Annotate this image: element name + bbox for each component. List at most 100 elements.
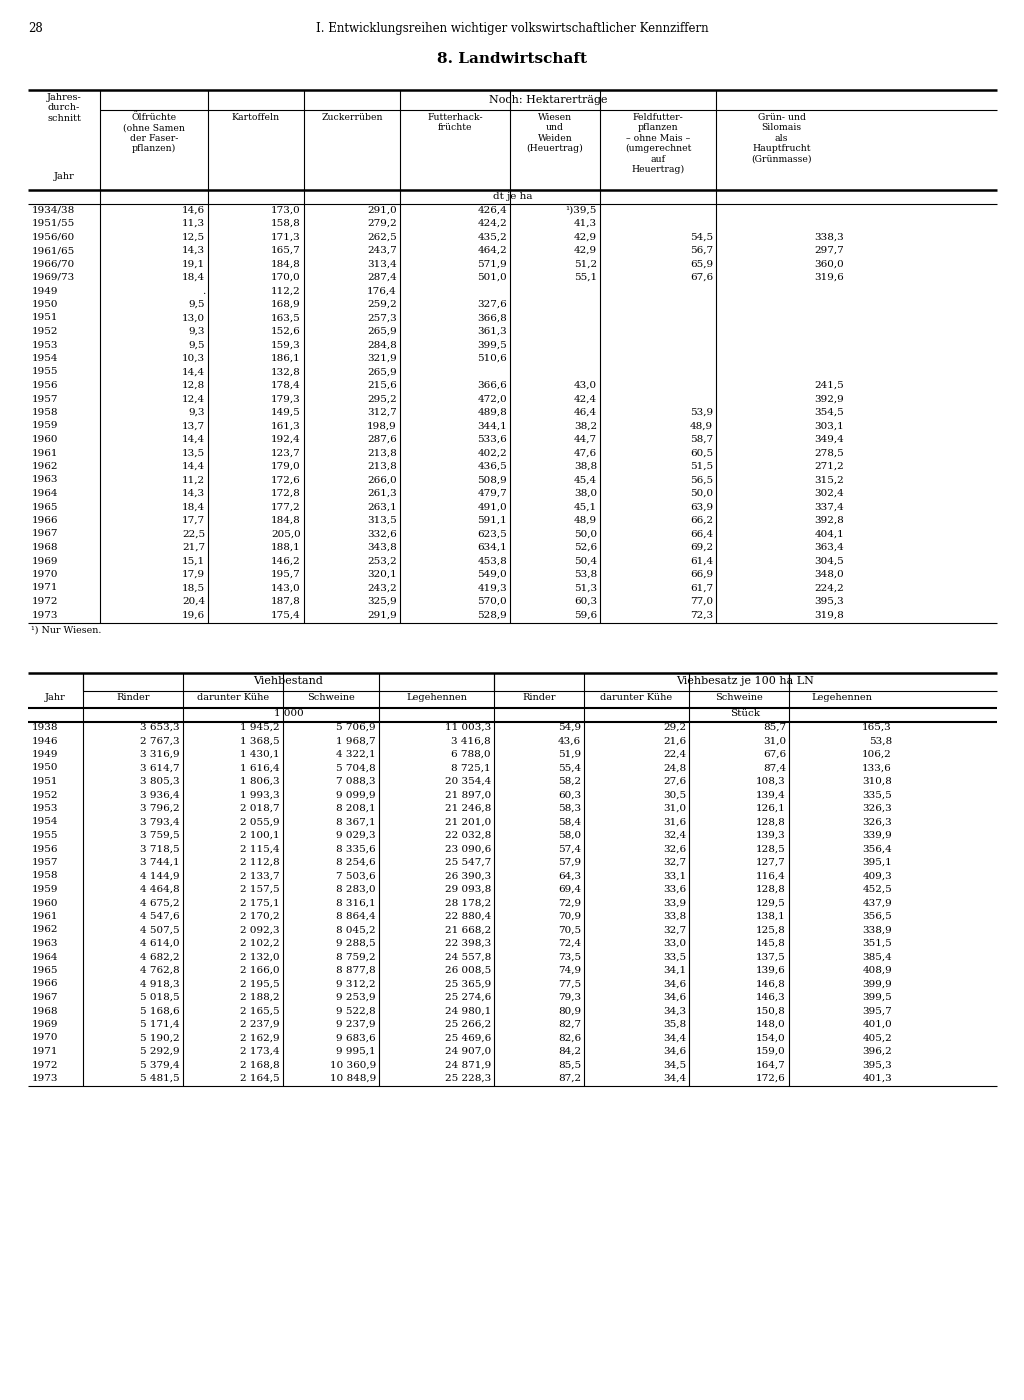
Text: 360,0: 360,0 bbox=[814, 259, 844, 269]
Text: 13,0: 13,0 bbox=[182, 314, 205, 322]
Text: 259,2: 259,2 bbox=[368, 300, 397, 309]
Text: 106,2: 106,2 bbox=[862, 750, 892, 759]
Text: 59,6: 59,6 bbox=[573, 610, 597, 619]
Text: 125,8: 125,8 bbox=[757, 925, 786, 935]
Text: dt je ha: dt je ha bbox=[493, 192, 532, 202]
Text: 287,6: 287,6 bbox=[368, 435, 397, 444]
Text: Legehennen: Legehennen bbox=[812, 693, 872, 703]
Text: 51,3: 51,3 bbox=[573, 584, 597, 592]
Text: Feldfutter-
pflanzen
– ohne Mais –
(umgerechnet
auf
Heuertrag): Feldfutter- pflanzen – ohne Mais – (umge… bbox=[625, 113, 691, 174]
Text: 58,2: 58,2 bbox=[558, 777, 581, 785]
Text: 344,1: 344,1 bbox=[477, 421, 507, 431]
Text: 291,9: 291,9 bbox=[368, 610, 397, 619]
Text: Ölfrüchte
(ohne Samen
der Faser-
pflanzen): Ölfrüchte (ohne Samen der Faser- pflanze… bbox=[123, 113, 185, 154]
Text: 8 367,1: 8 367,1 bbox=[336, 818, 376, 826]
Text: 1966: 1966 bbox=[32, 980, 58, 988]
Text: Viehbestand: Viehbestand bbox=[254, 676, 324, 686]
Text: 85,5: 85,5 bbox=[558, 1061, 581, 1070]
Text: 215,6: 215,6 bbox=[368, 381, 397, 391]
Text: 69,4: 69,4 bbox=[558, 885, 581, 895]
Text: 205,0: 205,0 bbox=[271, 529, 301, 539]
Text: 1951/55: 1951/55 bbox=[32, 218, 75, 228]
Text: 13,7: 13,7 bbox=[182, 421, 205, 431]
Text: 1934/38: 1934/38 bbox=[32, 206, 75, 214]
Text: 148,0: 148,0 bbox=[757, 1021, 786, 1029]
Text: 45,4: 45,4 bbox=[573, 476, 597, 484]
Text: 399,9: 399,9 bbox=[862, 980, 892, 988]
Text: 84,2: 84,2 bbox=[558, 1047, 581, 1056]
Text: 2 173,4: 2 173,4 bbox=[241, 1047, 280, 1056]
Text: 348,0: 348,0 bbox=[814, 570, 844, 580]
Text: 66,9: 66,9 bbox=[690, 570, 713, 580]
Text: 188,1: 188,1 bbox=[271, 543, 301, 552]
Text: 243,7: 243,7 bbox=[368, 246, 397, 255]
Text: 58,4: 58,4 bbox=[558, 818, 581, 826]
Text: 38,2: 38,2 bbox=[573, 421, 597, 431]
Text: 21 897,0: 21 897,0 bbox=[444, 791, 490, 799]
Text: 2 166,0: 2 166,0 bbox=[241, 966, 280, 974]
Text: 424,2: 424,2 bbox=[477, 218, 507, 228]
Text: 2 175,1: 2 175,1 bbox=[241, 899, 280, 907]
Text: 8 283,0: 8 283,0 bbox=[336, 885, 376, 895]
Text: 1970: 1970 bbox=[32, 1033, 58, 1043]
Text: 27,6: 27,6 bbox=[663, 777, 686, 785]
Text: 9 253,9: 9 253,9 bbox=[336, 993, 376, 1002]
Text: 57,9: 57,9 bbox=[558, 858, 581, 867]
Text: 1950: 1950 bbox=[32, 300, 58, 309]
Text: 30,5: 30,5 bbox=[663, 791, 686, 799]
Text: 9 237,9: 9 237,9 bbox=[336, 1021, 376, 1029]
Text: 435,2: 435,2 bbox=[477, 232, 507, 241]
Text: 28: 28 bbox=[28, 22, 43, 35]
Text: 67,6: 67,6 bbox=[763, 750, 786, 759]
Text: 159,3: 159,3 bbox=[271, 340, 301, 350]
Text: 1962: 1962 bbox=[32, 462, 58, 470]
Text: 366,8: 366,8 bbox=[477, 314, 507, 322]
Text: 178,4: 178,4 bbox=[271, 381, 301, 391]
Text: 395,3: 395,3 bbox=[862, 1061, 892, 1070]
Text: 4 918,3: 4 918,3 bbox=[140, 980, 180, 988]
Text: 1972: 1972 bbox=[32, 596, 58, 606]
Text: 184,8: 184,8 bbox=[271, 259, 301, 269]
Text: 33,6: 33,6 bbox=[663, 885, 686, 895]
Text: 51,2: 51,2 bbox=[573, 259, 597, 269]
Text: 179,0: 179,0 bbox=[271, 462, 301, 470]
Text: 26 008,5: 26 008,5 bbox=[444, 966, 490, 974]
Text: 261,3: 261,3 bbox=[368, 489, 397, 498]
Text: 1971: 1971 bbox=[32, 584, 58, 592]
Text: 9,3: 9,3 bbox=[188, 328, 205, 336]
Text: 5 706,9: 5 706,9 bbox=[336, 722, 376, 732]
Text: 1958: 1958 bbox=[32, 871, 58, 881]
Text: 25 469,6: 25 469,6 bbox=[444, 1033, 490, 1043]
Text: 2 115,4: 2 115,4 bbox=[241, 844, 280, 854]
Text: 55,4: 55,4 bbox=[558, 763, 581, 773]
Text: 172,8: 172,8 bbox=[271, 489, 301, 498]
Text: 8. Landwirtschaft: 8. Landwirtschaft bbox=[437, 52, 587, 66]
Text: 2 100,1: 2 100,1 bbox=[241, 832, 280, 840]
Text: 1966/70: 1966/70 bbox=[32, 259, 75, 269]
Text: 4 144,9: 4 144,9 bbox=[140, 871, 180, 881]
Text: 60,5: 60,5 bbox=[690, 448, 713, 458]
Text: 72,4: 72,4 bbox=[558, 939, 581, 948]
Text: 343,8: 343,8 bbox=[368, 543, 397, 552]
Text: 21 668,2: 21 668,2 bbox=[444, 925, 490, 935]
Text: 2 018,7: 2 018,7 bbox=[241, 804, 280, 813]
Text: 2 055,9: 2 055,9 bbox=[241, 818, 280, 826]
Text: 2 170,2: 2 170,2 bbox=[241, 911, 280, 921]
Text: 171,3: 171,3 bbox=[271, 232, 301, 241]
Text: 66,4: 66,4 bbox=[690, 529, 713, 539]
Text: 339,9: 339,9 bbox=[862, 832, 892, 840]
Text: 304,5: 304,5 bbox=[814, 556, 844, 566]
Text: 43,0: 43,0 bbox=[573, 381, 597, 391]
Text: 31,0: 31,0 bbox=[763, 736, 786, 745]
Text: 3 793,4: 3 793,4 bbox=[140, 818, 180, 826]
Text: 3 718,5: 3 718,5 bbox=[140, 844, 180, 854]
Text: 139,4: 139,4 bbox=[757, 791, 786, 799]
Text: 58,7: 58,7 bbox=[690, 435, 713, 444]
Text: 257,3: 257,3 bbox=[368, 314, 397, 322]
Text: 70,9: 70,9 bbox=[558, 911, 581, 921]
Text: 21 201,0: 21 201,0 bbox=[444, 818, 490, 826]
Text: 1938: 1938 bbox=[32, 722, 58, 732]
Text: 8 877,8: 8 877,8 bbox=[336, 966, 376, 974]
Text: 72,9: 72,9 bbox=[558, 899, 581, 907]
Text: 163,5: 163,5 bbox=[271, 314, 301, 322]
